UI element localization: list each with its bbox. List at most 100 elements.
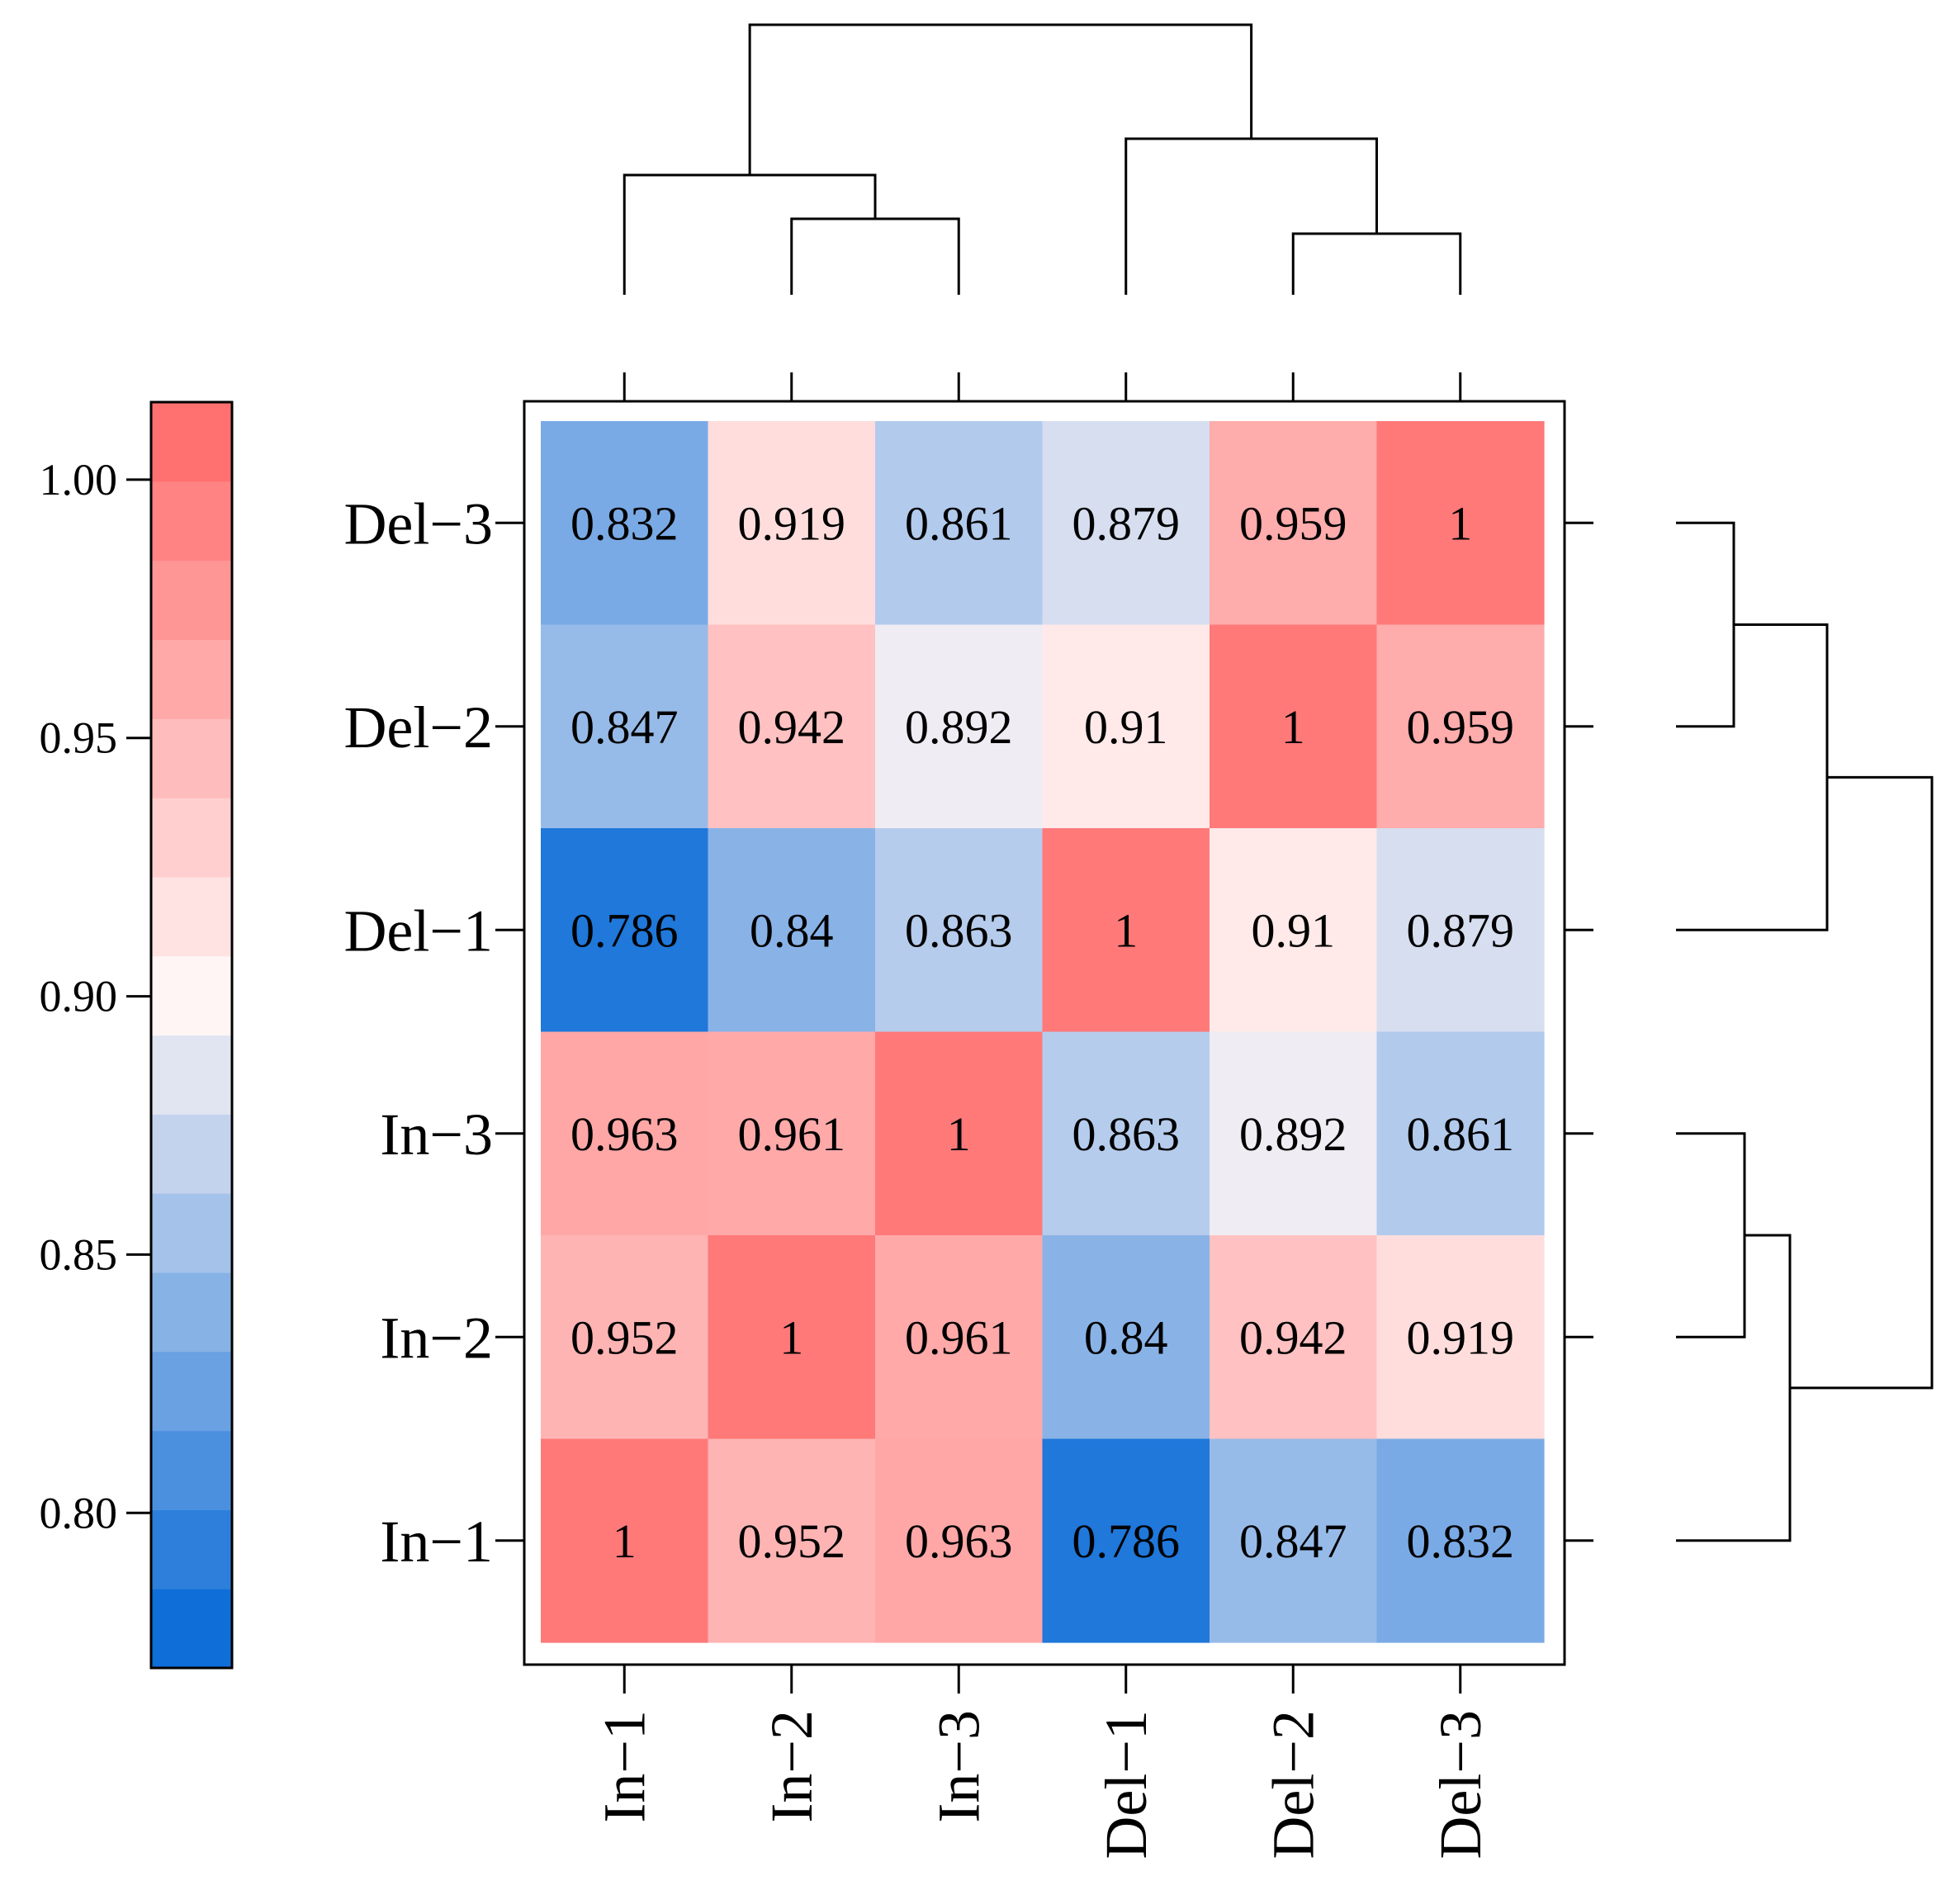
x-axis-label: In−1: [591, 1710, 657, 1823]
right-dendrogram: [1676, 521, 1934, 1542]
heatmap-cell: [1376, 1235, 1545, 1440]
heatmap-cell: [1376, 421, 1545, 626]
heatmap-cell: [1042, 421, 1210, 626]
heatmap-cell: [875, 421, 1044, 626]
cell-value-label: 0.84: [1084, 1310, 1168, 1364]
cell-value-label: 0.963: [570, 1107, 679, 1161]
colorbar-tick-label: 0.90: [40, 972, 118, 1021]
colorbar-frame: [149, 400, 234, 1670]
heatmap-cell: [541, 828, 709, 1033]
heatmap-cell: [708, 624, 876, 829]
y-axis-label: Del−2: [343, 694, 493, 760]
heatmap-cell: [1376, 828, 1545, 1033]
heatmap-cell: [541, 1031, 709, 1236]
colorbar-bin: [151, 718, 232, 798]
y-axis-label: Del−1: [343, 898, 493, 964]
y-axis-label: Del−3: [343, 490, 493, 557]
cell-value-label: 0.959: [1407, 700, 1515, 754]
heatmap: 0.832 0.919 0.861 0.879 0.959 1 0.847 0.942 0.89…: [343, 372, 1593, 1859]
cell-value-label: 0.84: [750, 903, 834, 957]
heatmap-cell: [1210, 1031, 1378, 1236]
y-axis-label: In−3: [380, 1101, 493, 1168]
cell-value-label: 0.942: [1239, 1310, 1347, 1364]
y-axis-label: In−1: [380, 1509, 493, 1575]
colorbar-bin: [151, 1272, 232, 1353]
heatmap-cell: [1042, 828, 1210, 1033]
heatmap-cell: [1376, 1031, 1545, 1236]
cell-value-label: 0.832: [1407, 1514, 1515, 1568]
heatmap-cell: [541, 624, 709, 829]
top-dendrogram: [623, 23, 1462, 295]
cell-value-label: 0.786: [570, 903, 679, 957]
colorbar-tick-label: 0.95: [40, 713, 118, 763]
colorbar-bin: [151, 639, 232, 719]
heatmap-cell: [875, 1438, 1044, 1643]
heatmap-cell: [1210, 421, 1378, 626]
colorbar-bin: [151, 955, 232, 1036]
cell-value-label: 0.952: [738, 1514, 846, 1568]
cell-value-label: 1: [779, 1310, 803, 1364]
cell-value-label: 1: [1281, 700, 1305, 754]
heatmap-cell: [1210, 1235, 1378, 1440]
colorbar-bin: [151, 1351, 232, 1432]
colorbar-tick-label: 1.00: [40, 455, 118, 505]
cell-value-label: 0.961: [738, 1107, 846, 1161]
heatmap-cell: [1376, 1438, 1545, 1643]
cell-value-label: 0.961: [905, 1310, 1013, 1364]
colorbar-tick-label: 0.85: [40, 1229, 118, 1279]
cell-value-label: 0.91: [1084, 700, 1168, 754]
colorbar-bin: [151, 1193, 232, 1273]
cell-value-label: 0.879: [1072, 496, 1181, 550]
heatmap-cell: [1042, 1235, 1210, 1440]
heatmap-cell: [1376, 624, 1545, 829]
cell-value-label: 0.91: [1252, 903, 1336, 957]
cell-value-label: 0.832: [570, 496, 679, 550]
dendro-branch: [623, 173, 877, 295]
cell-value-label: 0.919: [738, 496, 846, 550]
cell-value-label: 0.959: [1239, 496, 1347, 550]
cell-value-label: 0.952: [570, 1310, 679, 1364]
cell-value-label: 1: [613, 1514, 637, 1568]
colorbar-bin: [151, 1035, 232, 1115]
cell-value-label: 0.942: [738, 700, 846, 754]
cell-value-label: 0.861: [1407, 1107, 1515, 1161]
cell-value-label: 0.847: [570, 700, 679, 754]
colorbar-bin: [151, 1589, 232, 1669]
heatmap-cell: [875, 1235, 1044, 1440]
cell-value-label: 0.919: [1407, 1310, 1515, 1364]
heatmap-cell: [875, 624, 1044, 829]
heatmap-cell: [708, 421, 876, 626]
heatmap-cell: [541, 1235, 709, 1440]
x-axis-label: Del−2: [1260, 1710, 1326, 1859]
colorbar-bin: [151, 798, 232, 878]
x-axis-label: Del−1: [1093, 1710, 1159, 1859]
dendro-branch: [1790, 775, 1934, 1390]
heatmap-cell: [708, 1235, 876, 1440]
colorbar-tick-label: 0.80: [40, 1488, 118, 1537]
heatmap-cell: [875, 1031, 1044, 1236]
cell-value-label: 1: [947, 1107, 971, 1161]
cell-value-label: 0.963: [905, 1514, 1013, 1568]
cell-value-label: 0.892: [905, 700, 1013, 754]
heatmap-cell: [875, 828, 1044, 1033]
cell-value-label: 1: [1114, 903, 1138, 957]
colorbar-bin: [151, 1430, 232, 1510]
heatmap-cell: [708, 1438, 876, 1643]
heatmap-cell: [541, 1438, 709, 1643]
heatmap-cell: [1210, 1438, 1378, 1643]
colorbar-bin: [151, 560, 232, 641]
x-axis-label: Del−3: [1427, 1710, 1494, 1859]
cell-value-label: 0.861: [905, 496, 1013, 550]
dendro-branch: [1676, 521, 1735, 728]
dendro-branch: [1676, 1132, 1746, 1338]
cell-value-label: 0.863: [905, 903, 1013, 957]
dendro-branch: [790, 217, 960, 295]
colorbar-bin: [151, 1114, 232, 1194]
heatmap-cell: [1042, 1031, 1210, 1236]
colorbar: 0.80 0.85 0.90 0.95 1.00: [40, 400, 234, 1670]
colorbar-bin: [151, 876, 232, 957]
heatmap-cell: [1210, 828, 1378, 1033]
dendro-branch: [1676, 1234, 1792, 1542]
cell-value-label: 0.847: [1239, 1514, 1347, 1568]
